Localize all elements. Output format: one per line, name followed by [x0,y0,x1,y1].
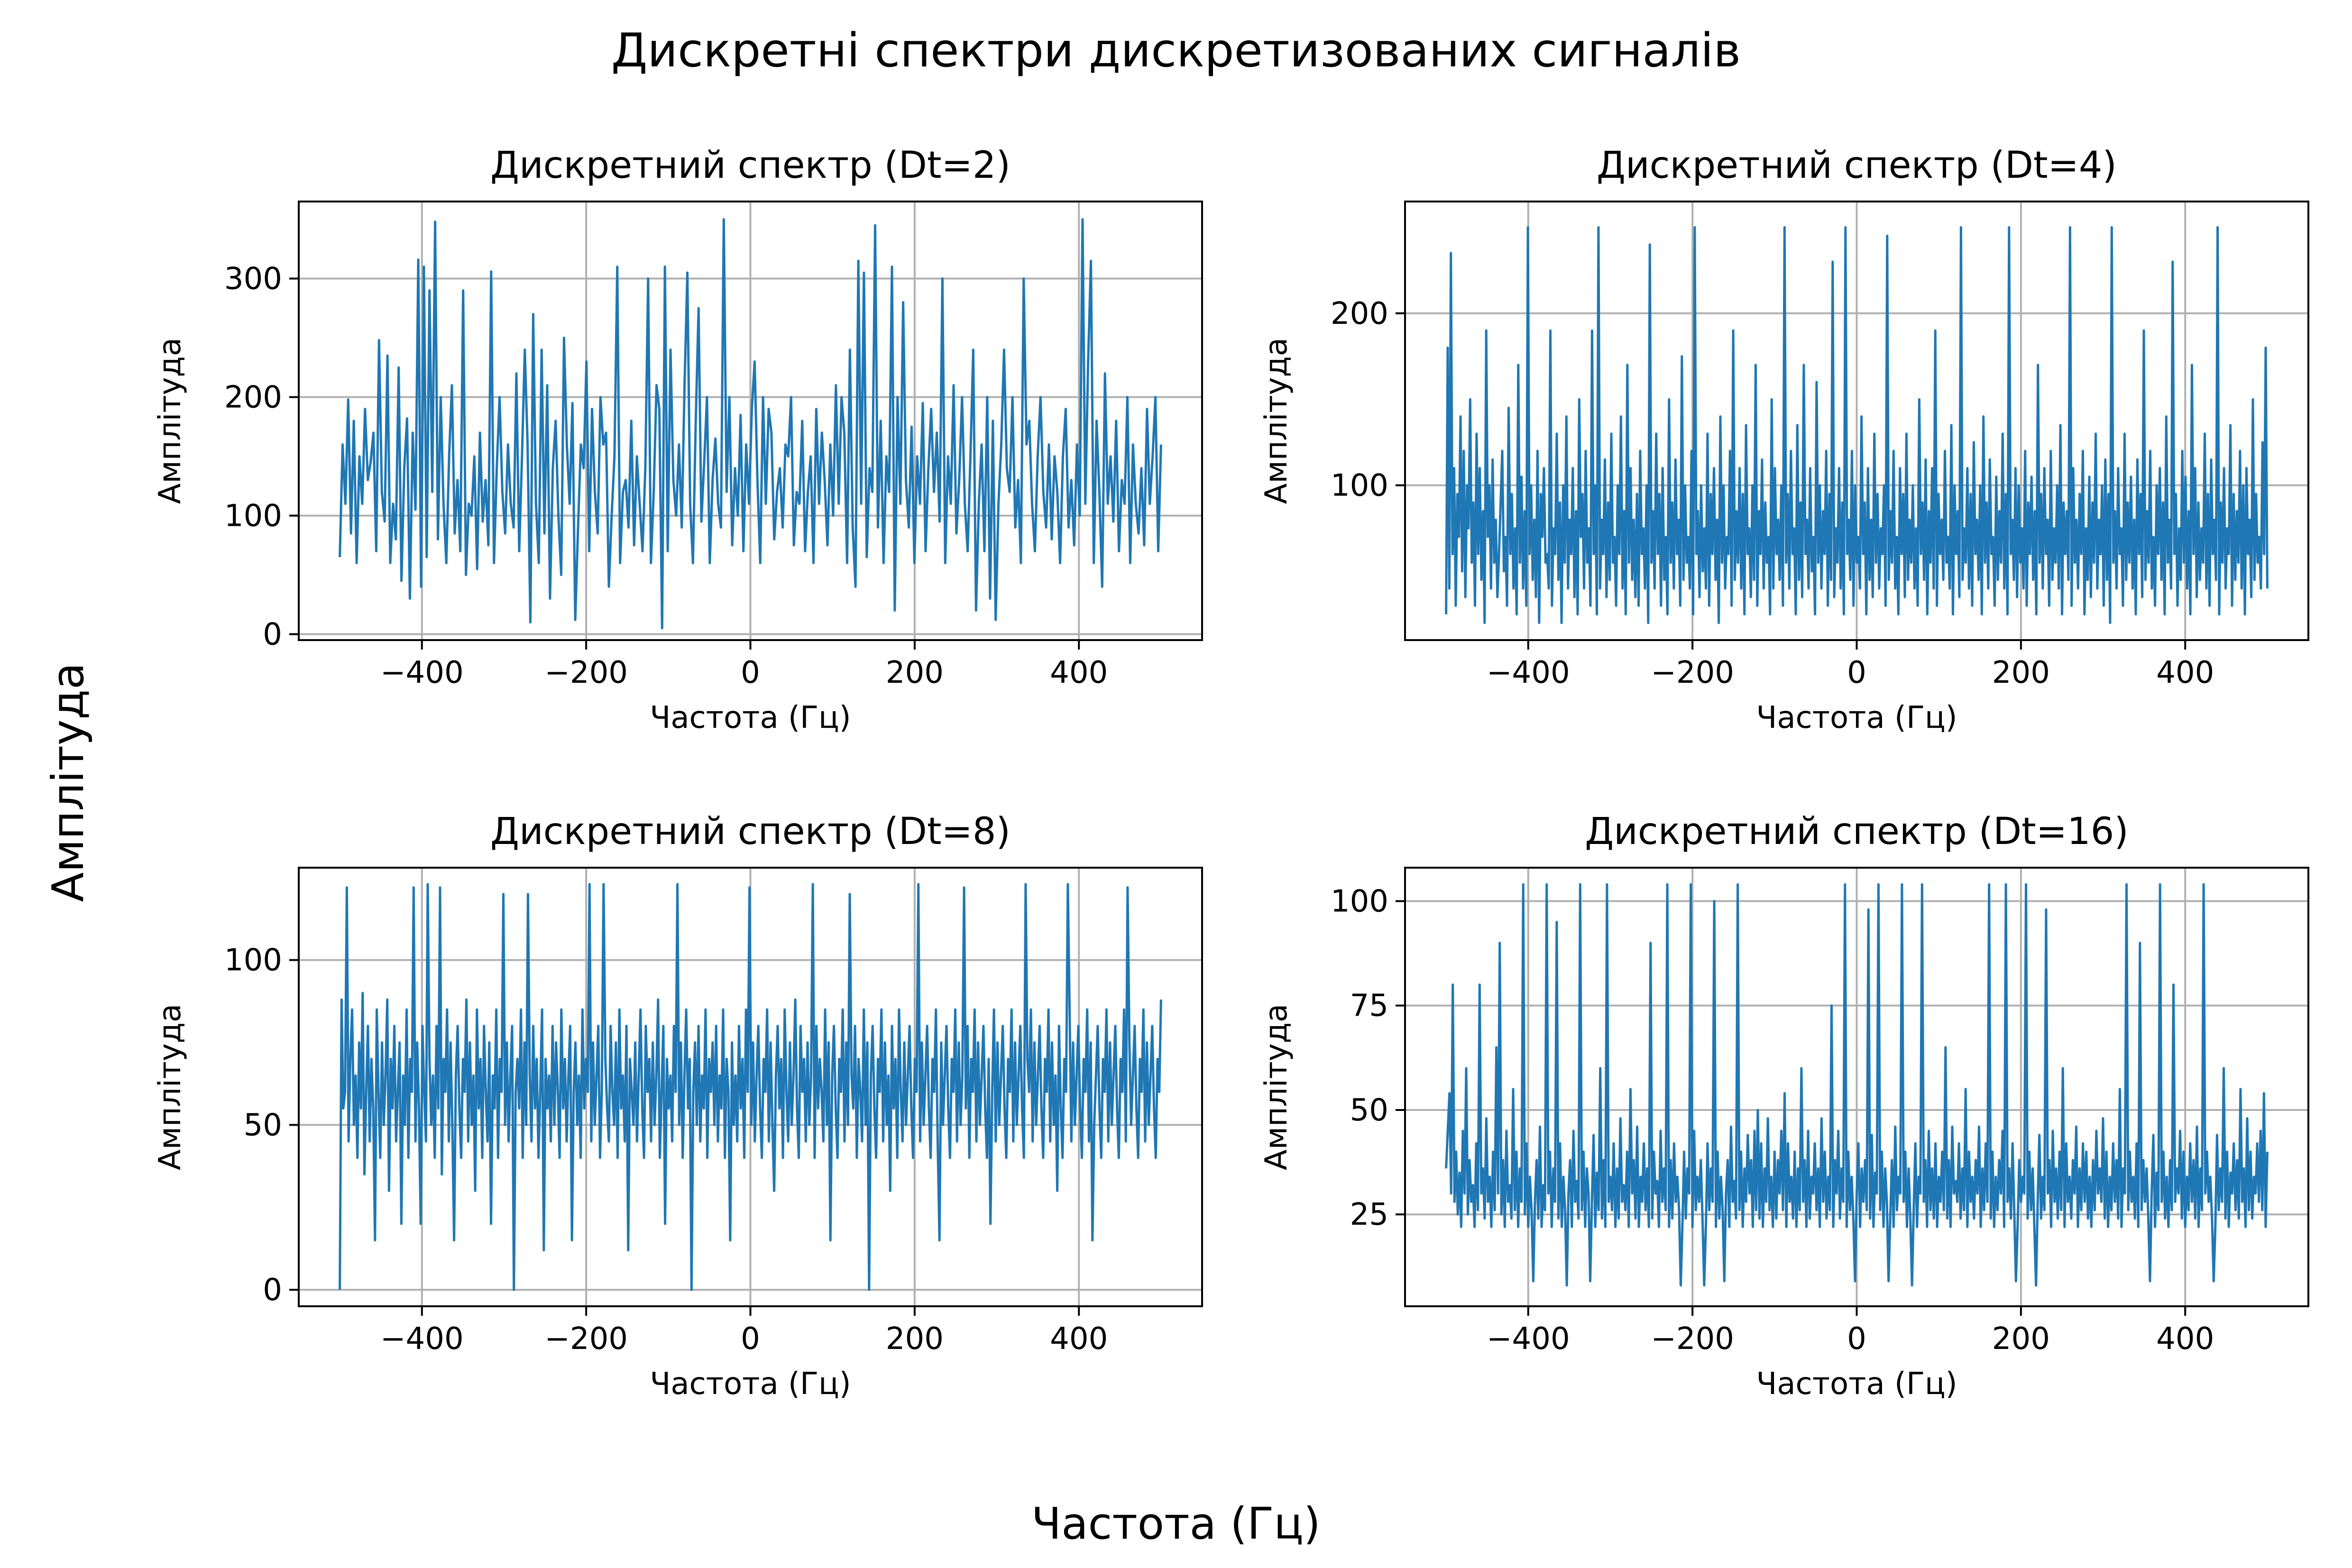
y-axis-label: Амплітуда [153,1004,188,1170]
y-tick-label: 100 [224,499,282,534]
y-tick-label: 300 [224,262,282,297]
subplot-title: Дискретний спектр (Dt=16) [1585,810,2129,853]
spectrum-line [339,883,1162,1291]
y-axis-label: Амплітуда [153,338,188,504]
subplot-title: Дискретний спектр (Dt=2) [490,144,1011,187]
x-axis-label: Частота (Гц) [650,700,851,735]
y-axis-label: Амплітуда [1259,338,1294,504]
spectrum-line [339,218,1162,630]
y-tick-label: 0 [263,1273,282,1308]
x-tick-label: 400 [2156,655,2214,690]
y-tick-label: 0 [263,617,282,652]
y-tick-label: 50 [1350,1093,1388,1128]
subplot-4: Дискретний спектр (Dt=16) −400 −200 0 200 400… [1259,810,2309,1402]
spectrum-line [1445,226,2269,624]
x-tick-label: 0 [741,1321,760,1357]
subplot-2: Дискретний спектр (Dt=4) −400 −200 0 200 400 1… [1259,144,2309,735]
y-tick-label: 25 [1350,1197,1388,1232]
y-tick-label: 200 [224,380,282,415]
figure-title: Дискретні спектри дискретизованих сигнал… [611,24,1741,78]
x-tick-label: 200 [886,655,944,690]
x-axis-label: Частота (Гц) [1756,700,1957,735]
x-tick-label: −400 [380,1321,464,1357]
x-tick-label: 200 [1992,655,2050,690]
x-tick-label: 0 [741,655,760,690]
figure-x-label: Частота (Гц) [1031,1498,1321,1549]
x-tick-label: 0 [1847,1321,1866,1357]
spectrum-line [1445,883,2269,1287]
x-tick-label: −200 [1651,655,1734,690]
y-axis-label: Амплітуда [1259,1004,1294,1170]
y-tick-label: 100 [1331,884,1388,919]
subplot-title: Дискретний спектр (Dt=4) [1597,144,2117,187]
subplot-3: Дискретний спектр (Dt=8) −400 −200 0 200 400 0… [153,810,1203,1402]
x-tick-label: −400 [1487,655,1570,690]
subplots: Дискретний спектр (Dt=2) −400 −200 0 200 400 0… [153,144,2309,1402]
x-tick-label: 400 [1050,655,1108,690]
y-tick-label: 50 [244,1108,282,1143]
x-tick-label: 200 [1992,1321,2050,1357]
x-tick-label: −200 [544,1321,628,1357]
subplot-title: Дискретний спектр (Dt=8) [490,810,1011,853]
y-tick-label: 75 [1350,989,1388,1024]
figure-y-label: Амплітуда [43,663,93,902]
subplot-1: Дискретний спектр (Dt=2) −400 −200 0 200 400 0… [153,144,1203,735]
x-tick-label: −200 [544,655,628,690]
x-tick-label: 200 [886,1321,944,1357]
y-tick-label: 100 [1331,468,1388,504]
x-tick-label: 400 [2156,1321,2214,1357]
x-axis-label: Частота (Гц) [1756,1366,1957,1402]
x-axis-label: Частота (Гц) [650,1366,851,1402]
x-tick-label: 0 [1847,655,1866,690]
y-tick-label: 100 [224,943,282,978]
x-tick-label: 400 [1050,1321,1108,1357]
x-tick-label: −400 [1487,1321,1570,1357]
x-tick-label: −200 [1651,1321,1734,1357]
y-tick-label: 200 [1331,296,1388,331]
x-tick-label: −400 [380,655,464,690]
